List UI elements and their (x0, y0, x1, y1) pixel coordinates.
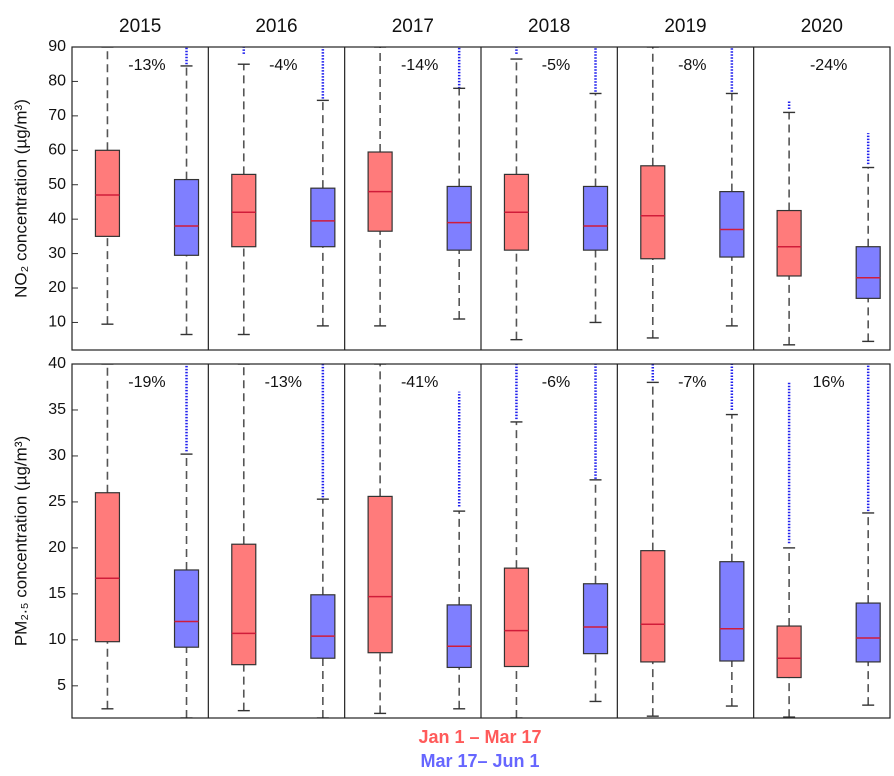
y-tick-label: 25 (48, 493, 66, 510)
change-label: -24% (810, 57, 847, 74)
y-tick-label: 70 (48, 107, 66, 124)
box (94, 492, 121, 643)
y-tick-label: 50 (48, 176, 66, 193)
box (776, 209, 802, 277)
box (173, 569, 200, 648)
change-label: 16% (813, 374, 845, 391)
change-label: -5% (542, 57, 570, 74)
panel (94, 47, 881, 346)
y-tick-label: 60 (48, 142, 66, 159)
change-label: -14% (401, 57, 438, 74)
y-tick-label: 5 (57, 677, 66, 694)
year-label: 2020 (801, 16, 843, 37)
y-tick-label: 40 (48, 355, 66, 372)
box (503, 567, 530, 668)
y-tick-label: 40 (48, 210, 66, 227)
legend-entry: Mar 17– Jun 1 (420, 751, 539, 771)
y-tick-label: 10 (48, 631, 66, 648)
box (310, 187, 336, 248)
change-label: -4% (269, 57, 297, 74)
y-axis-label: NO₂ concentration (µg/m³) (11, 99, 30, 298)
panel (94, 364, 881, 718)
legend-entry: Jan 1 – Mar 17 (418, 727, 541, 747)
y-tick-label: 80 (48, 73, 66, 90)
year-label: 2017 (392, 16, 434, 37)
change-label: -19% (128, 374, 165, 391)
y-tick-label: 20 (48, 539, 66, 556)
y-tick-label: 30 (48, 447, 66, 464)
box (719, 191, 745, 258)
y-tick-label: 30 (48, 245, 66, 262)
box (173, 178, 200, 256)
box (446, 185, 472, 251)
y-tick-label: 20 (48, 279, 66, 296)
change-label: -41% (401, 374, 438, 391)
y-tick-label: 10 (48, 314, 66, 331)
box (582, 185, 609, 251)
box (367, 495, 393, 654)
y-tick-label: 35 (48, 401, 66, 418)
change-label: -13% (265, 374, 302, 391)
box (776, 625, 802, 679)
y-tick-label: 90 (48, 38, 66, 55)
box (231, 173, 257, 248)
change-label: -13% (128, 57, 165, 74)
box (231, 543, 257, 666)
box (719, 561, 745, 662)
year-label: 2019 (664, 16, 706, 37)
y-axis-label: PM₂.₅ concentration (µg/m³) (11, 436, 30, 646)
y-tick-label: 15 (48, 585, 66, 602)
box (446, 604, 472, 669)
box (582, 583, 609, 655)
box (855, 246, 881, 299)
year-label: 2018 (528, 16, 570, 37)
box (855, 602, 881, 663)
change-label: -7% (678, 374, 706, 391)
box (310, 594, 336, 659)
year-label: 2015 (119, 16, 161, 37)
box (640, 550, 666, 663)
frame (71, 46, 891, 351)
change-label: -8% (678, 57, 706, 74)
box (94, 149, 121, 237)
change-label: -6% (542, 374, 570, 391)
box (640, 165, 666, 260)
frame (71, 363, 891, 719)
year-label: 2016 (255, 16, 297, 37)
